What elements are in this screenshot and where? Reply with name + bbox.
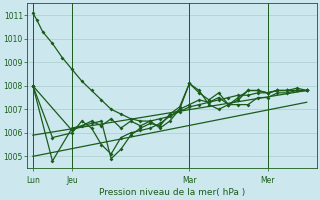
X-axis label: Pression niveau de la mer( hPa ): Pression niveau de la mer( hPa ) — [99, 188, 245, 197]
